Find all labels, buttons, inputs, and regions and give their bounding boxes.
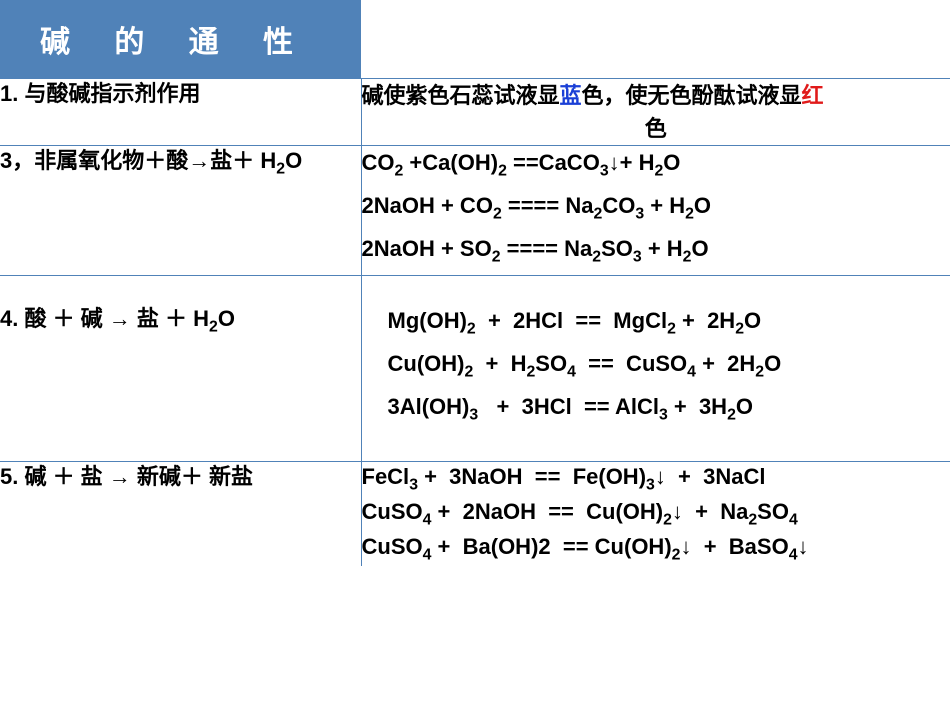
row3-content: CO2 +Ca(OH)2 ==CaCO3↓+ H2O 2NaOH + CO2 =… — [361, 145, 950, 275]
row1b-label-empty — [0, 112, 361, 146]
equation: CuSO4 + 2NaOH == Cu(OH)2↓ + Na2SO4 — [362, 497, 950, 532]
equation: CuSO4 + Ba(OH)2 == Cu(OH)2↓ + BaSO4↓ — [362, 532, 950, 567]
row1-text-mid: 色，使无色酚酞试液显 — [582, 83, 802, 108]
row1-text-prefix: 碱使紫色石蕊试液显 — [362, 83, 560, 108]
row1-suffix: 色 — [361, 112, 950, 146]
equation: 3Al(OH)3 + 3HCl == AlCl3 + 3H2O — [362, 390, 950, 427]
table-row: 色 — [0, 112, 950, 146]
row4-content: Mg(OH)2 + 2HCl == MgCl2 + 2H2O Cu(OH)2 +… — [361, 275, 950, 461]
properties-table: 碱 的 通 性 1. 与酸碱指示剂作用 碱使紫色石蕊试液显蓝色，使无色酚酞试液显… — [0, 0, 950, 566]
table-header-spacer — [361, 0, 950, 78]
equation: 2NaOH + CO2 ==== Na2CO3 + H2O — [362, 189, 950, 226]
row1-blue-word: 蓝 — [560, 83, 582, 108]
row1-red-word: 红 — [802, 83, 824, 108]
row5-content: FeCl3 + 3NaOH == Fe(OH)3↓ + 3NaCl CuSO4 … — [361, 462, 950, 566]
table-header-row: 碱 的 通 性 — [0, 0, 950, 78]
equation: 2NaOH + SO2 ==== Na2SO3 + H2O — [362, 232, 950, 269]
row4-label: 4. 酸 ＋ 碱 → 盐 ＋ H2O — [0, 275, 361, 461]
row3-label: 3，非属氧化物＋酸→盐＋ H2O — [0, 145, 361, 275]
equation: Mg(OH)2 + 2HCl == MgCl2 + 2H2O — [362, 304, 950, 341]
table-row: 3，非属氧化物＋酸→盐＋ H2O CO2 +Ca(OH)2 ==CaCO3↓+ … — [0, 145, 950, 275]
table-row: 1. 与酸碱指示剂作用 碱使紫色石蕊试液显蓝色，使无色酚酞试液显红 — [0, 78, 950, 112]
table-row: 5. 碱 ＋ 盐 → 新碱＋ 新盐 FeCl3 + 3NaOH == Fe(OH… — [0, 462, 950, 566]
equation: FeCl3 + 3NaOH == Fe(OH)3↓ + 3NaCl — [362, 462, 950, 497]
table-title: 碱 的 通 性 — [0, 0, 361, 78]
row1-label: 1. 与酸碱指示剂作用 — [0, 78, 361, 112]
table-row: 4. 酸 ＋ 碱 → 盐 ＋ H2O Mg(OH)2 + 2HCl == MgC… — [0, 275, 950, 461]
row5-label: 5. 碱 ＋ 盐 → 新碱＋ 新盐 — [0, 462, 361, 566]
equation: CO2 +Ca(OH)2 ==CaCO3↓+ H2O — [362, 146, 950, 183]
row1-content: 碱使紫色石蕊试液显蓝色，使无色酚酞试液显红 — [361, 78, 950, 112]
equation: Cu(OH)2 + H2SO4 == CuSO4 + 2H2O — [362, 347, 950, 384]
